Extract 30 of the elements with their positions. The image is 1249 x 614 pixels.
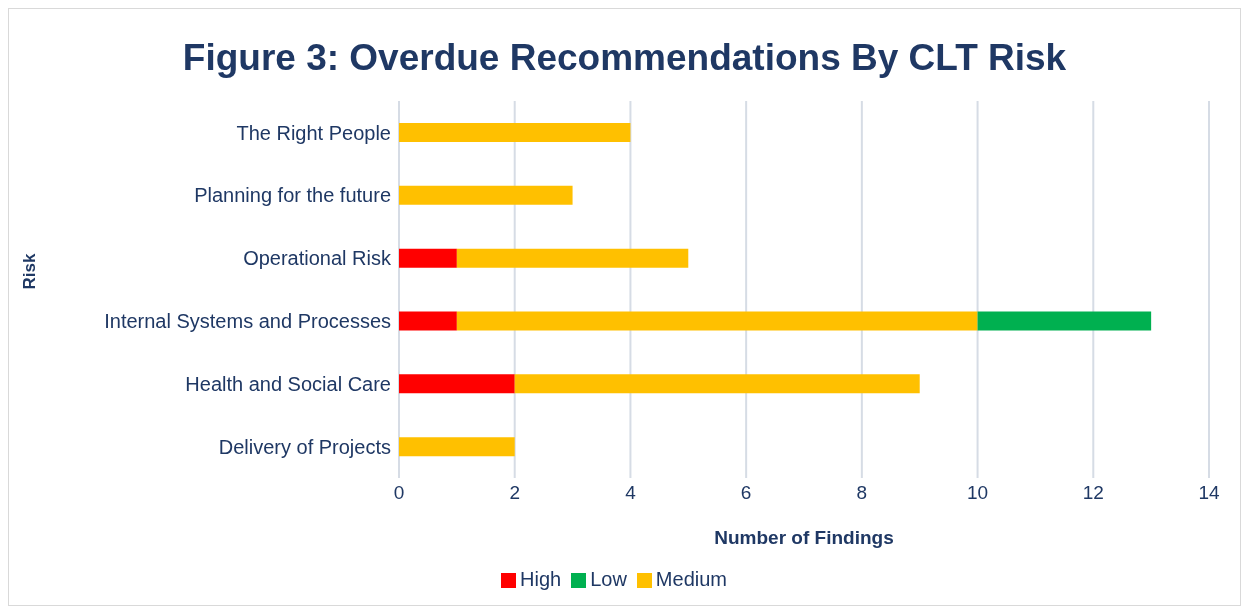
legend-label: Medium bbox=[655, 568, 727, 590]
x-tick-label: 4 bbox=[625, 482, 637, 504]
bar bbox=[399, 437, 515, 457]
bar bbox=[514, 374, 920, 394]
bar bbox=[399, 248, 457, 268]
x-axis-title: Number of Findings bbox=[714, 527, 894, 548]
bar bbox=[456, 248, 689, 268]
y-tick-label: Planning for the future bbox=[194, 184, 391, 207]
x-tick-label: 14 bbox=[1198, 482, 1220, 504]
legend-label: High bbox=[520, 568, 562, 590]
y-tick-label: Delivery of Projects bbox=[218, 435, 391, 458]
legend-label: Low bbox=[590, 568, 627, 590]
y-tick-label: Internal Systems and Processes bbox=[104, 310, 391, 333]
bar bbox=[456, 311, 978, 331]
y-tick-label: Health and Social Care bbox=[185, 372, 391, 395]
y-axis-title: Risk bbox=[20, 253, 40, 290]
chart-title: Figure 3: Overdue Recommendations By CLT Risk bbox=[181, 36, 1068, 80]
x-tick-label: 2 bbox=[509, 482, 520, 504]
x-tick-label: 12 bbox=[1082, 482, 1104, 504]
y-tick-label: The Right People bbox=[236, 121, 391, 144]
bar bbox=[399, 374, 515, 394]
x-tick-label: 10 bbox=[967, 482, 989, 504]
bar bbox=[399, 185, 573, 205]
x-tick-label: 0 bbox=[393, 482, 405, 504]
x-tick-label: 8 bbox=[856, 482, 868, 504]
bar bbox=[399, 122, 631, 142]
bar bbox=[977, 311, 1152, 331]
bar bbox=[399, 311, 457, 331]
y-tick-label: Operational Risk bbox=[243, 247, 392, 270]
x-tick-label: 6 bbox=[740, 482, 752, 504]
